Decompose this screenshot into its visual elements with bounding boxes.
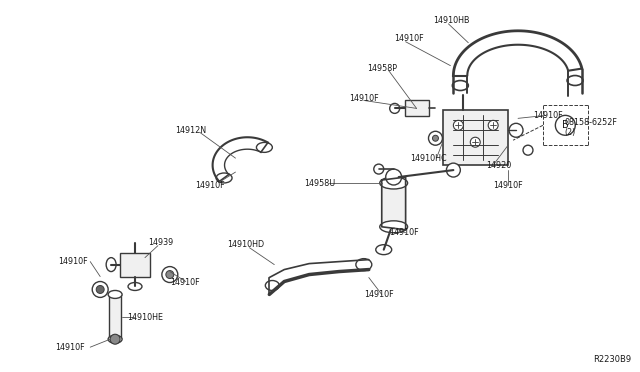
Text: 14910HE: 14910HE: [127, 313, 163, 322]
Bar: [120, 253, 150, 276]
Polygon shape: [381, 177, 406, 230]
Text: 14920: 14920: [486, 161, 511, 170]
Bar: [404, 100, 429, 116]
Circle shape: [110, 334, 120, 344]
Circle shape: [523, 145, 533, 155]
Circle shape: [374, 164, 384, 174]
Text: 14912N: 14912N: [175, 126, 206, 135]
Text: 14910HB: 14910HB: [433, 16, 470, 25]
Text: 14910HD: 14910HD: [228, 240, 265, 249]
Text: 14910F: 14910F: [170, 278, 200, 287]
Circle shape: [429, 131, 442, 145]
Text: 14910F: 14910F: [394, 34, 423, 43]
Circle shape: [488, 120, 498, 130]
Text: 14910F: 14910F: [195, 180, 225, 189]
Circle shape: [447, 163, 460, 177]
Circle shape: [556, 115, 575, 135]
Ellipse shape: [356, 259, 372, 270]
Ellipse shape: [567, 76, 583, 86]
Ellipse shape: [106, 258, 116, 272]
Text: 14910F: 14910F: [493, 180, 523, 189]
Circle shape: [162, 267, 178, 282]
Text: 14910F: 14910F: [56, 343, 85, 352]
Ellipse shape: [108, 335, 122, 343]
Text: B: B: [562, 120, 569, 130]
Circle shape: [509, 124, 523, 137]
Circle shape: [390, 103, 399, 113]
Text: 14910HC: 14910HC: [411, 154, 447, 163]
Text: 14910F: 14910F: [388, 228, 419, 237]
Ellipse shape: [128, 282, 142, 291]
Ellipse shape: [376, 245, 392, 255]
Ellipse shape: [380, 177, 408, 189]
Bar: [444, 110, 508, 165]
Bar: [109, 295, 121, 339]
Text: 14910F: 14910F: [58, 257, 88, 266]
Text: 14910F: 14910F: [364, 290, 394, 299]
Circle shape: [386, 169, 402, 185]
Ellipse shape: [380, 221, 408, 233]
Ellipse shape: [452, 81, 468, 90]
Circle shape: [433, 135, 438, 141]
Text: 14958U: 14958U: [304, 179, 335, 187]
Circle shape: [92, 282, 108, 298]
Text: 14910F: 14910F: [533, 111, 563, 120]
Circle shape: [166, 270, 174, 279]
Circle shape: [453, 120, 463, 130]
Ellipse shape: [266, 280, 279, 291]
Text: R2230B9: R2230B9: [593, 355, 631, 363]
Ellipse shape: [257, 142, 273, 153]
Text: 14939: 14939: [148, 238, 173, 247]
Ellipse shape: [108, 291, 122, 298]
Circle shape: [96, 285, 104, 294]
Circle shape: [470, 137, 480, 147]
Ellipse shape: [216, 173, 232, 183]
Text: 14910F: 14910F: [349, 94, 378, 103]
Text: 08158-6252F
(2): 08158-6252F (2): [565, 118, 618, 137]
Text: 14958P: 14958P: [367, 64, 397, 73]
